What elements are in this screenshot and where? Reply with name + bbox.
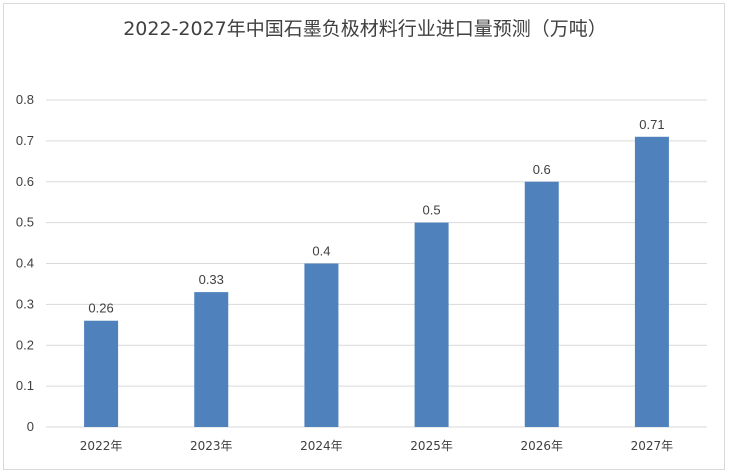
bar-series (84, 136, 669, 427)
y-tick-label: 0.3 (16, 296, 34, 311)
data-label: 0.26 (88, 301, 113, 316)
bar (304, 263, 339, 427)
bar (194, 292, 229, 427)
y-tick-label: 0.6 (16, 174, 34, 189)
x-category-label: 2024年 (300, 439, 343, 453)
data-label: 0.5 (423, 203, 441, 218)
bar (634, 136, 669, 427)
x-category-label: 2023年 (190, 439, 233, 453)
x-axis: 2022年 2023年 2024年 2025年 2026年 2027年 (80, 439, 673, 453)
data-label: 0.33 (199, 272, 224, 287)
x-category-label: 2027年 (631, 439, 674, 453)
y-tick-label: 0.1 (16, 378, 34, 393)
data-label: 0.71 (639, 117, 664, 132)
x-category-label: 2022年 (80, 439, 123, 453)
x-category-label: 2026年 (520, 439, 563, 453)
y-tick-label: 0.5 (16, 215, 34, 230)
bar (524, 181, 559, 427)
y-tick-label: 0.8 (16, 92, 34, 107)
data-labels: 0.26 0.33 0.4 0.5 0.6 0.71 (88, 117, 664, 316)
y-tick-label: 0.7 (16, 133, 34, 148)
y-tick-label: 0.2 (16, 337, 34, 352)
x-category-label: 2025年 (410, 439, 453, 453)
bar (414, 222, 449, 427)
chart-frame (3, 3, 725, 470)
bar (84, 320, 119, 427)
chart-title: 2022-2027年中国石墨负极材料行业进口量预测（万吨） (123, 18, 607, 40)
y-tick-label: 0.4 (16, 256, 34, 271)
data-label: 0.4 (312, 244, 330, 259)
y-tick-label: 0 (27, 419, 34, 434)
gridlines (46, 99, 707, 428)
y-axis: 0 0.1 0.2 0.3 0.4 0.5 0.6 0.7 0.8 (16, 92, 34, 434)
data-label: 0.6 (533, 162, 551, 177)
